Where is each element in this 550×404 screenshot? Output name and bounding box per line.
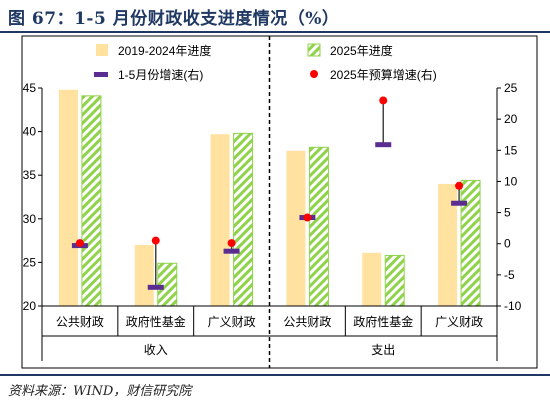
bar-hist [438, 183, 458, 306]
right-tick-label: -10 [504, 299, 522, 313]
right-tick-label: 20 [504, 112, 518, 126]
budget-marker [75, 239, 84, 248]
left-tick-label: 30 [23, 212, 37, 226]
bar-hist [210, 134, 230, 306]
source-note: 资料来源：WIND，财信研究院 [8, 384, 192, 399]
bar-2025 [308, 146, 329, 307]
category-label: 广义财政 [208, 315, 256, 329]
footer-rule [0, 374, 550, 376]
bar-2025 [384, 254, 405, 307]
category-label: 广义财政 [435, 315, 483, 329]
group-label: 支出 [371, 343, 395, 357]
left-tick-label: 40 [23, 125, 37, 139]
right-tick-label: 0 [504, 237, 511, 251]
right-tick-label: -5 [504, 268, 515, 282]
bar-hist [362, 252, 382, 306]
growth-marker [451, 200, 468, 206]
legend-label: 2025年进度 [330, 43, 393, 58]
figure-title: 图 67：1-5 月份财政收支进度情况（%） [8, 9, 340, 29]
budget-marker [303, 213, 312, 222]
legend-label: 1-5月份增速(右) [118, 67, 203, 82]
right-tick-label: 15 [504, 143, 518, 157]
bar-hist [286, 150, 306, 306]
left-tick-label: 25 [23, 255, 37, 269]
growth-marker [223, 248, 240, 254]
left-tick-label: 35 [23, 168, 37, 182]
bar-2025 [81, 95, 102, 307]
budget-marker [455, 181, 464, 190]
category-label: 政府性基金 [126, 314, 186, 329]
bar-2025 [233, 132, 254, 307]
legend-swatch-growth [94, 72, 108, 77]
legend-label: 2025年预算增速(右) [330, 67, 437, 82]
bar-2025 [460, 179, 481, 307]
legend-swatch-hist [96, 44, 108, 56]
bar-2025 [157, 262, 178, 307]
left-tick-label: 20 [23, 299, 37, 313]
legend-swatch-budget [310, 70, 318, 78]
growth-marker [375, 142, 392, 148]
right-tick-label: 5 [504, 206, 511, 220]
budget-marker [151, 236, 160, 245]
category-label: 公共财政 [56, 315, 104, 329]
category-label: 公共财政 [283, 315, 331, 329]
group-label: 收入 [144, 343, 168, 357]
left-tick-label: 45 [23, 81, 37, 95]
right-tick-label: 10 [504, 174, 518, 188]
bar-hist [58, 89, 78, 306]
legend-swatch-2025 [307, 43, 321, 57]
category-label: 政府性基金 [353, 314, 413, 329]
legend-label: 2019-2024年进度 [118, 43, 211, 58]
budget-marker [379, 96, 388, 105]
right-tick-label: 25 [504, 81, 518, 95]
title-rule [0, 31, 550, 33]
budget-marker [227, 239, 236, 248]
chart-frame [21, 35, 538, 369]
bar-hist [134, 244, 154, 306]
growth-marker [147, 284, 164, 290]
